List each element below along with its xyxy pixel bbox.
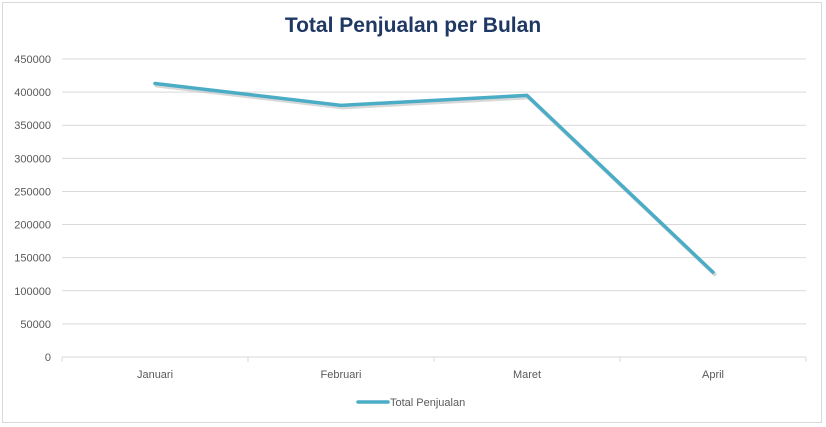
y-tick-label: 50000 (20, 319, 51, 331)
series-lines (153, 81, 717, 277)
x-tick-label: Februari (321, 369, 362, 381)
x-axis-ticks: Januari Februari Maret April (137, 369, 724, 381)
x-tick-label: Maret (513, 369, 541, 381)
y-tick-label: 300000 (14, 153, 51, 165)
y-tick-label: 150000 (14, 253, 51, 265)
y-tick-label: 100000 (14, 286, 51, 298)
y-tick-label: 450000 (14, 54, 51, 66)
data-point (525, 93, 529, 97)
series-line-shadow (154, 83, 717, 277)
chart-frame (2, 2, 822, 423)
legend-label: Total Penjualan (390, 397, 465, 409)
x-tick-label: April (702, 369, 724, 381)
y-tick-label: 400000 (14, 87, 51, 99)
legend: Total Penjualan (356, 397, 465, 409)
y-tick-label: 200000 (14, 220, 51, 232)
y-axis-ticks: 0 50000 100000 150000 200000 250000 300000 3500… (14, 54, 51, 364)
data-point (339, 103, 343, 107)
y-tick-label: 0 (45, 352, 51, 364)
x-axis (61, 356, 807, 362)
gridlines (62, 58, 806, 325)
series-line (153, 81, 715, 274)
y-tick-label: 250000 (14, 186, 51, 198)
x-tick-label: Januari (137, 369, 173, 381)
data-point (153, 82, 157, 86)
y-tick-label: 350000 (14, 120, 51, 132)
data-point (711, 270, 715, 274)
chart-title: Total Penjualan per Bulan (284, 14, 542, 37)
